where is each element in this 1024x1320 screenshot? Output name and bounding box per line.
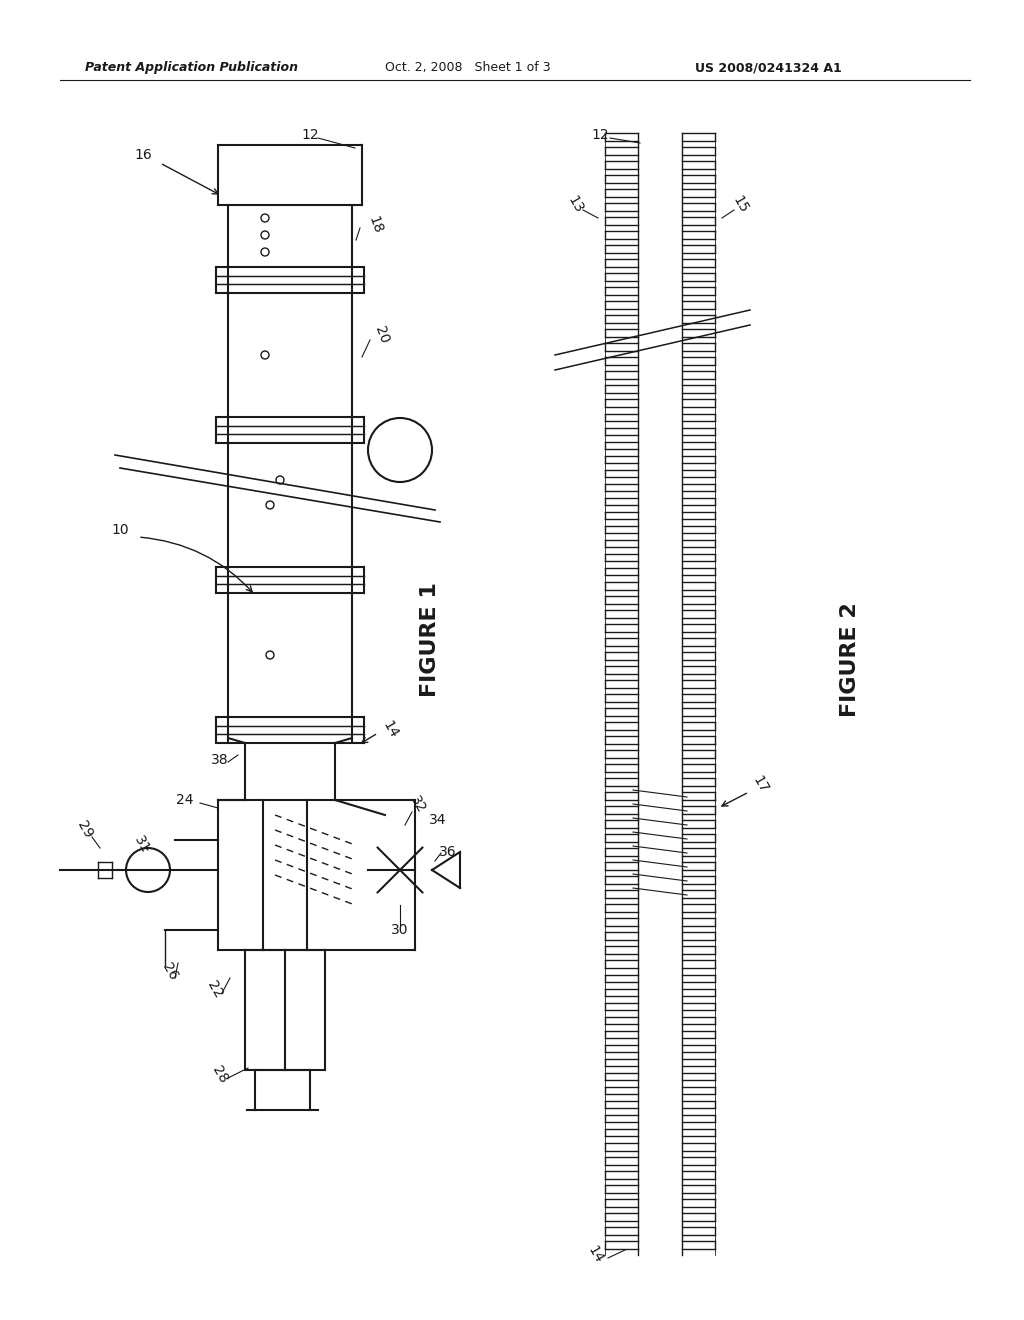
Text: 24: 24 bbox=[176, 793, 194, 807]
Text: 10: 10 bbox=[112, 523, 129, 537]
Text: 12: 12 bbox=[301, 128, 318, 143]
Text: 14: 14 bbox=[585, 1243, 605, 1266]
Text: 18: 18 bbox=[366, 214, 385, 236]
Text: 32: 32 bbox=[408, 793, 428, 816]
Text: 12: 12 bbox=[591, 128, 609, 143]
Text: FIGURE 1: FIGURE 1 bbox=[420, 582, 440, 697]
Text: 26: 26 bbox=[160, 961, 180, 983]
Text: US 2008/0241324 A1: US 2008/0241324 A1 bbox=[695, 62, 842, 74]
Text: 36: 36 bbox=[439, 845, 457, 859]
Text: FIGURE 2: FIGURE 2 bbox=[840, 603, 860, 717]
Text: 34: 34 bbox=[429, 813, 446, 828]
Text: 13: 13 bbox=[564, 194, 586, 216]
Text: 20: 20 bbox=[373, 325, 391, 346]
Text: 30: 30 bbox=[391, 923, 409, 937]
Text: 14: 14 bbox=[380, 719, 400, 741]
Text: 22: 22 bbox=[205, 979, 225, 1001]
Text: 15: 15 bbox=[729, 194, 751, 216]
Text: 31: 31 bbox=[131, 834, 153, 857]
Text: Oct. 2, 2008   Sheet 1 of 3: Oct. 2, 2008 Sheet 1 of 3 bbox=[385, 62, 551, 74]
Text: Patent Application Publication: Patent Application Publication bbox=[85, 62, 298, 74]
Text: 17: 17 bbox=[750, 774, 770, 796]
Text: 29: 29 bbox=[75, 818, 95, 841]
Text: 38: 38 bbox=[211, 752, 228, 767]
Text: 16: 16 bbox=[134, 148, 152, 162]
Text: 28: 28 bbox=[210, 1064, 230, 1086]
